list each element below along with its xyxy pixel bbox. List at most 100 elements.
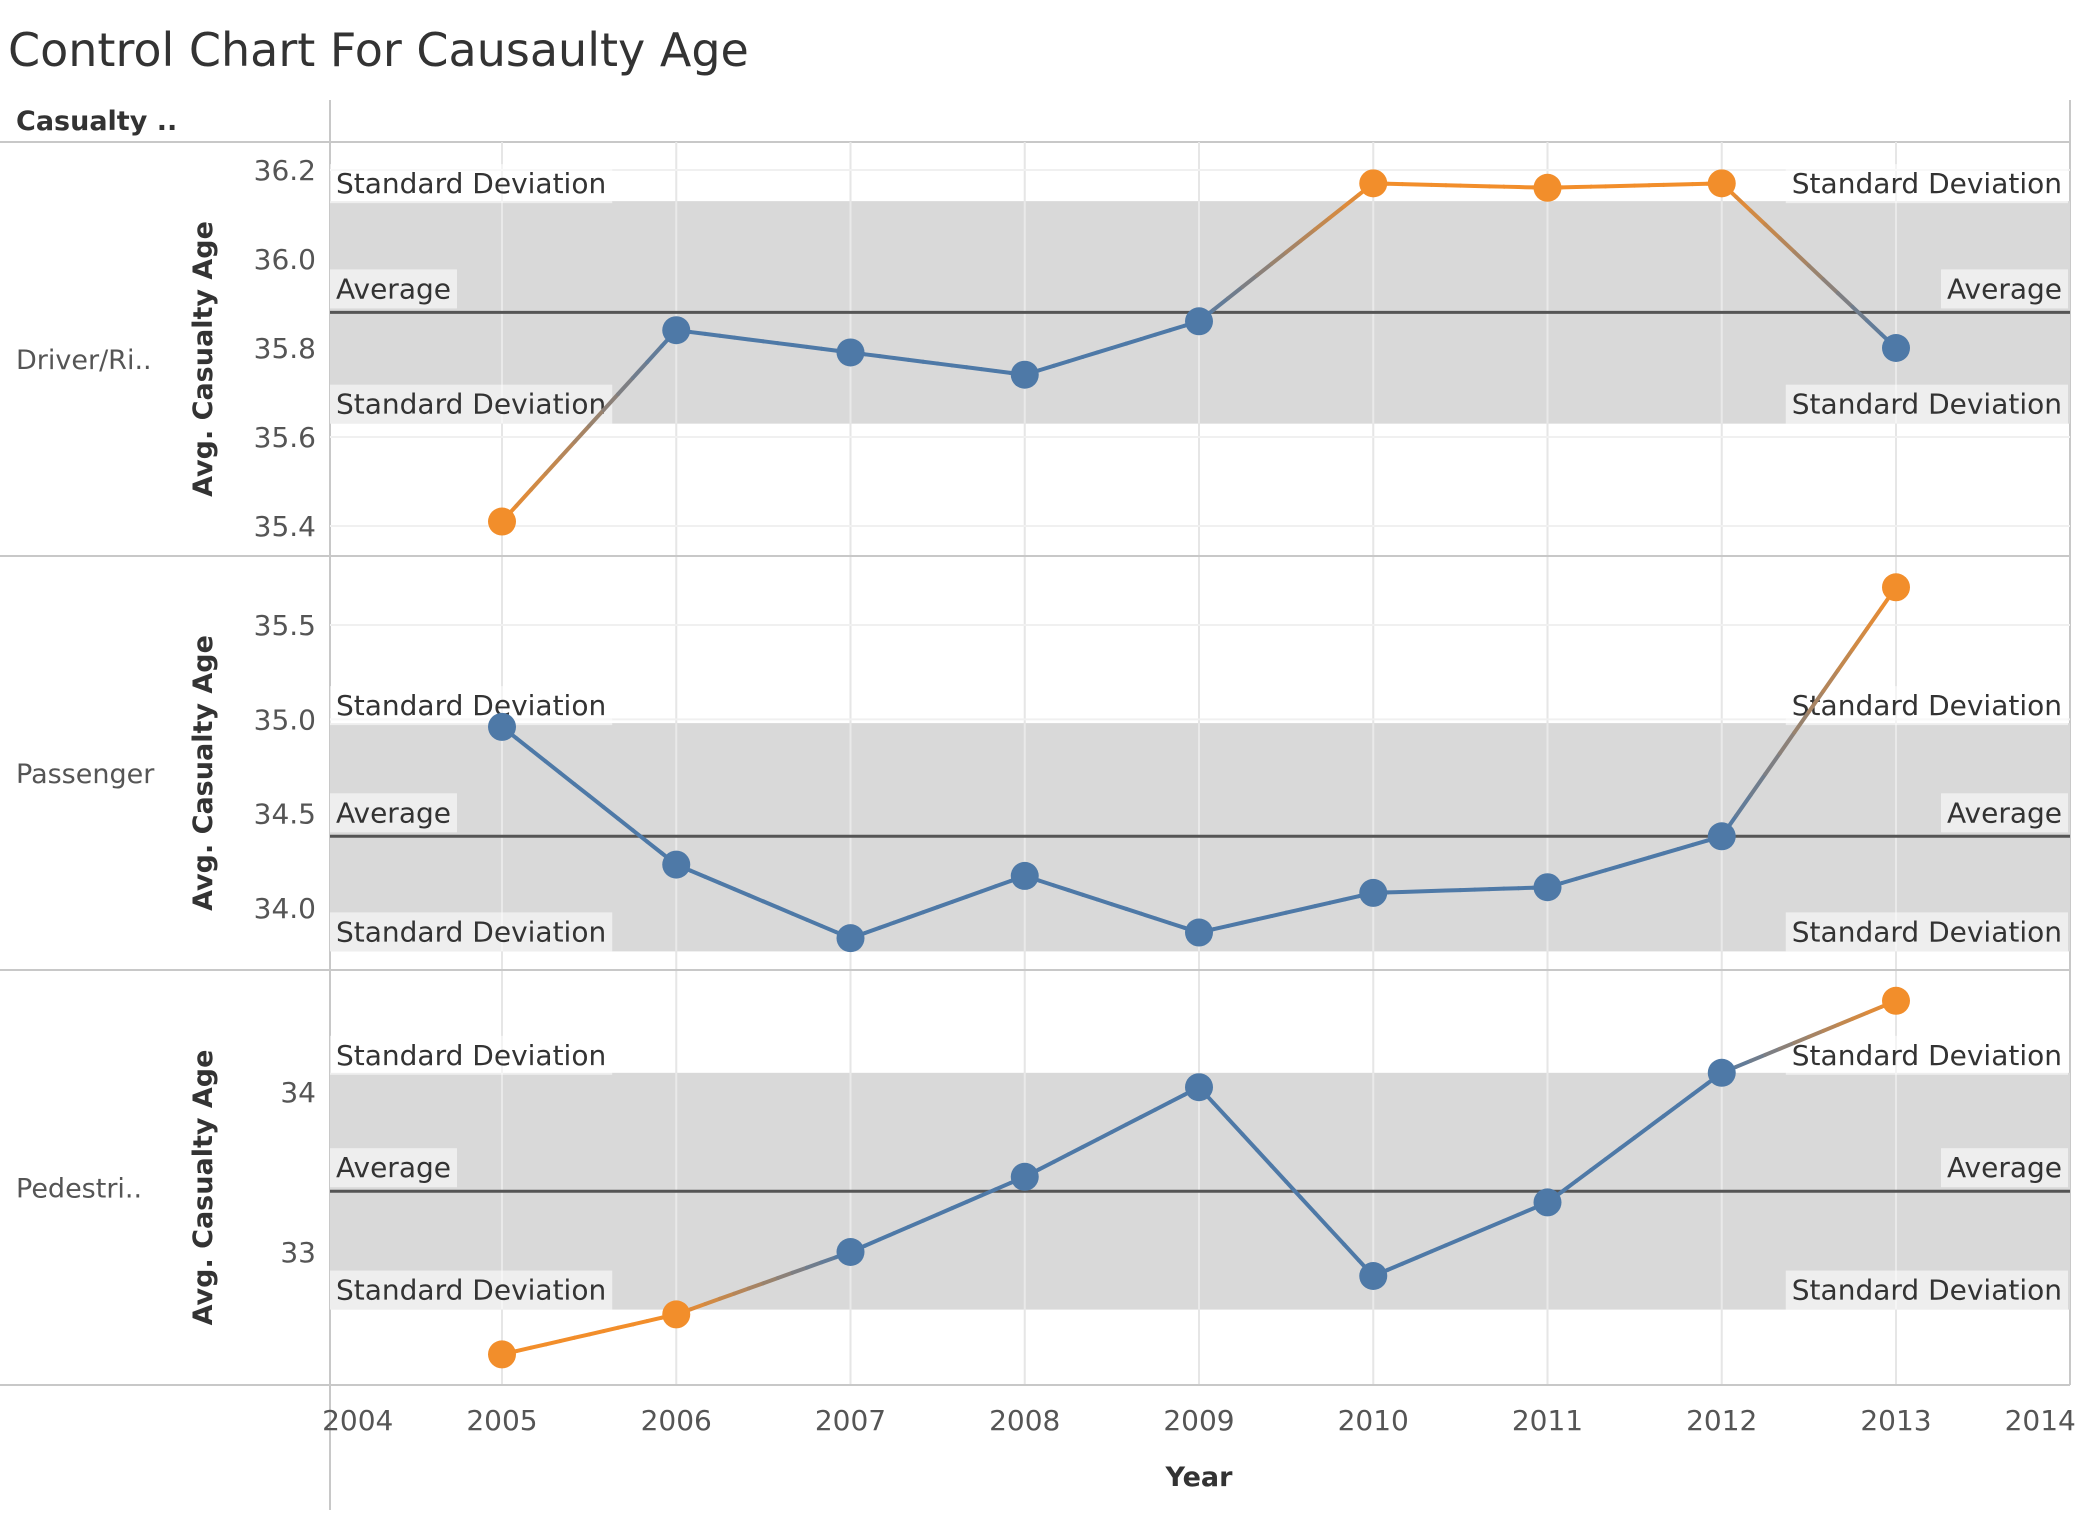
average-label-left: Average <box>336 796 451 829</box>
series-segment <box>514 487 534 508</box>
y-tick-label: 34.0 <box>254 892 316 925</box>
series-segment <box>1618 859 1637 869</box>
series-segment <box>1124 906 1143 916</box>
series-segment <box>964 889 984 899</box>
lower-sd-label-left: Standard Deviation <box>336 1274 606 1307</box>
series-segment <box>804 1260 824 1270</box>
series-segment <box>1400 1255 1419 1266</box>
series-segment <box>1763 751 1782 777</box>
series-segment <box>746 337 766 344</box>
series-segment <box>1109 902 1129 911</box>
series-segment <box>1574 872 1594 881</box>
series-segment <box>1240 1132 1260 1153</box>
y-tick-label: 35.8 <box>254 332 316 365</box>
series-segment <box>1414 1249 1434 1260</box>
series-segment <box>877 354 897 361</box>
upper-sd-label-right: Standard Deviation <box>1792 167 2062 200</box>
series-segment <box>906 357 926 364</box>
series-segment <box>1298 1195 1318 1216</box>
series-segment <box>921 359 940 366</box>
data-point <box>1882 334 1910 362</box>
chart-title: Control Chart For Causaulty Age <box>8 23 749 77</box>
series-segment <box>863 1237 882 1248</box>
series-segment <box>1574 1168 1594 1183</box>
series-segment <box>1792 1034 1811 1045</box>
series-segment <box>1037 1159 1056 1172</box>
series-segment <box>1443 1237 1463 1248</box>
series-segment <box>645 839 664 856</box>
ref-label-bg <box>1785 686 2068 726</box>
series-segment <box>790 911 809 922</box>
lower-sd-label-left: Standard Deviation <box>336 388 606 421</box>
series-segment <box>1138 332 1158 342</box>
series-segment <box>1284 1179 1303 1200</box>
row-label: Passenger <box>16 759 155 790</box>
series-segment <box>529 1342 548 1350</box>
series-segment <box>979 884 998 894</box>
series-segment <box>1734 195 1753 213</box>
ref-label-bg <box>330 164 613 204</box>
series-segment <box>717 1291 737 1301</box>
data-point <box>836 1238 865 1266</box>
x-tick-label: 2009 <box>1163 1404 1234 1437</box>
ref-label-bg <box>330 1148 457 1188</box>
data-point <box>1010 360 1039 389</box>
data-point <box>1533 873 1562 902</box>
average-label-left: Average <box>336 1151 451 1184</box>
data-point <box>1707 1058 1736 1087</box>
series-segment <box>921 1212 940 1223</box>
series-segment <box>1589 868 1608 877</box>
series-segment <box>775 341 795 348</box>
series-segment <box>1806 1028 1826 1039</box>
series-segment <box>993 879 1013 889</box>
series-segment <box>543 455 563 476</box>
series-segment <box>819 346 838 353</box>
series-segment <box>1109 341 1129 350</box>
ref-label-bg <box>1785 1270 2068 1310</box>
series-segment <box>1037 878 1056 888</box>
series-segment <box>1835 291 1855 309</box>
series-segment <box>1211 923 1231 932</box>
series-segment <box>703 874 722 886</box>
series-segment <box>1589 1157 1608 1172</box>
series-segment <box>790 343 809 349</box>
series-segment <box>1313 1211 1332 1231</box>
series-segment <box>1269 250 1289 266</box>
series-segment <box>1124 337 1143 346</box>
series-segment <box>1095 346 1114 355</box>
series-segment <box>1560 876 1579 886</box>
series-segment <box>1864 1004 1884 1015</box>
series-segment <box>1051 883 1071 893</box>
ref-label-bg <box>1941 1148 2068 1188</box>
series-segment <box>935 361 955 368</box>
series-segment <box>1327 204 1347 220</box>
series-segment <box>1255 1148 1274 1168</box>
series-segment <box>717 333 737 340</box>
data-point <box>1185 307 1213 336</box>
data-point <box>1010 1162 1039 1191</box>
series-segment <box>543 759 563 775</box>
upper-sd-label-left: Standard Deviation <box>336 167 606 200</box>
series-segment <box>1342 1242 1361 1263</box>
y-tick-label: 35.4 <box>254 510 316 543</box>
series-segment <box>514 736 534 752</box>
y-axis-title: Avg. Casualty Age <box>188 221 219 497</box>
series-segment <box>1080 350 1100 359</box>
average-label-right: Average <box>1947 272 2062 305</box>
average-label-right: Average <box>1947 1151 2062 1184</box>
ref-label-bg <box>1785 1035 2068 1075</box>
series-segment <box>964 365 984 372</box>
series-segment <box>717 881 737 892</box>
series-segment <box>688 330 708 336</box>
y-tick-label: 36.0 <box>254 243 316 276</box>
series-segment <box>1835 647 1855 673</box>
series-segment <box>1313 900 1332 909</box>
y-tick-label: 35.6 <box>254 421 316 454</box>
series-segment <box>1690 1081 1710 1097</box>
series-segment <box>1313 215 1332 232</box>
row-label: Driver/Ri.. <box>16 345 152 376</box>
series-segment <box>761 339 780 346</box>
data-point <box>488 507 516 536</box>
data-point <box>662 316 691 345</box>
x-tick-label: 2008 <box>989 1404 1060 1437</box>
